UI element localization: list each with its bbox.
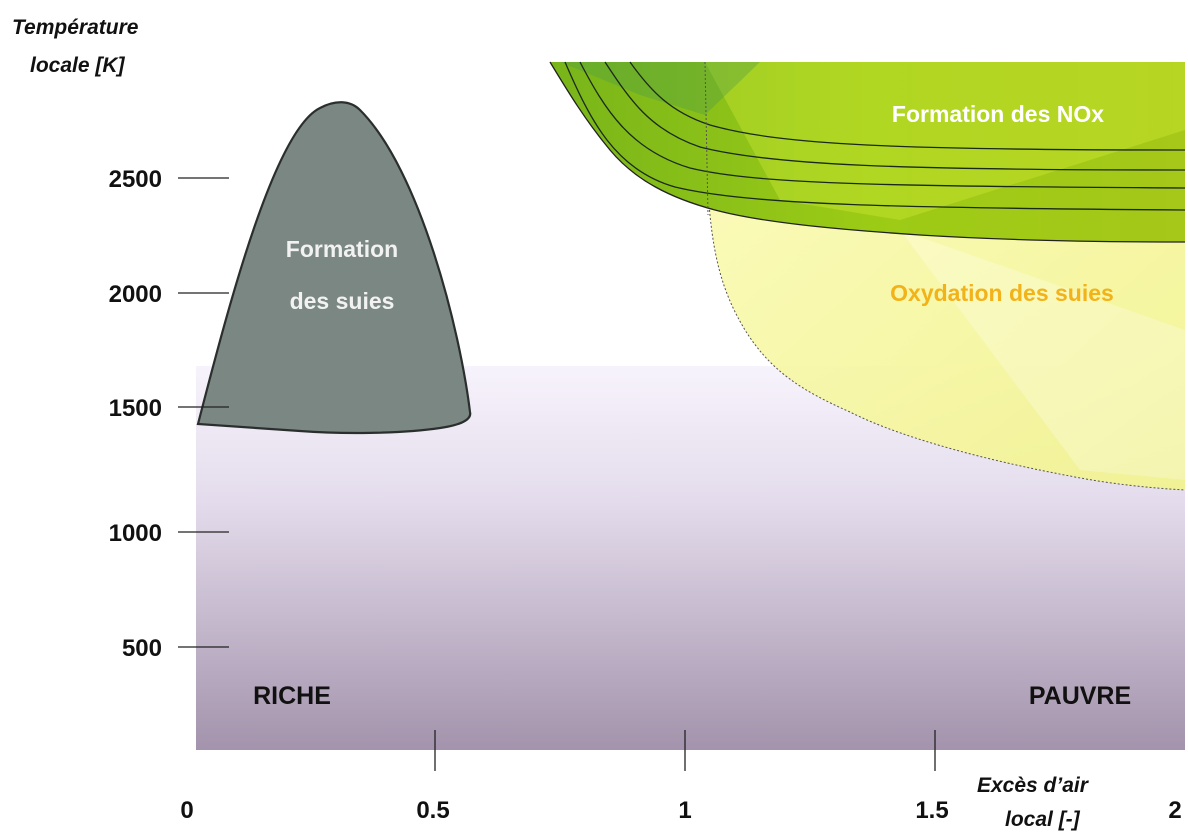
soot-formation-label-line2: des suies (290, 288, 395, 314)
y-tick-label: 1500 (109, 395, 162, 422)
x-tick-label: 0 (180, 797, 193, 824)
nox-dark-streak (560, 62, 760, 115)
x-tick-label: 0.5 (416, 797, 449, 824)
y-tick-label: 500 (122, 635, 162, 662)
nox-light-streak (705, 62, 1185, 220)
nox-isoline-4 (564, 61, 1186, 211)
stoichiometric-line (704, 61, 709, 216)
soot-formation-label-line1: Formation (286, 236, 398, 262)
nox-formation-zone (550, 62, 1185, 242)
nox-isoline-2 (604, 61, 1186, 171)
y-axis-title-line1: Température (12, 16, 139, 39)
x-tick-label: 1 (678, 797, 691, 824)
nox-formation-label: Formation des NOx (892, 101, 1104, 127)
lean-regime-label: PAUVRE (1029, 682, 1131, 710)
x-axis-title-line1: Excès d’air (977, 774, 1090, 797)
y-axis-title-line2: locale [K] (30, 54, 126, 77)
nox-isoline-3 (629, 61, 1186, 151)
soot-formation-zone (196, 101, 472, 435)
nox-formation-boundary (549, 61, 1186, 243)
y-tick-label: 2500 (109, 166, 162, 193)
nox-isoline-1 (579, 61, 1186, 189)
x-axis-title-line2: local [-] (1005, 808, 1081, 831)
rich-regime-label: RICHE (253, 682, 331, 710)
y-tick-label: 1000 (109, 520, 162, 547)
x-tick-label: 1.5 (915, 797, 948, 824)
x-tick-label: 2 (1168, 797, 1181, 824)
soot-oxidation-label: Oxydation des suies (890, 280, 1114, 306)
oxidation-light-streak (900, 230, 1185, 480)
y-tick-label: 2000 (109, 281, 162, 308)
